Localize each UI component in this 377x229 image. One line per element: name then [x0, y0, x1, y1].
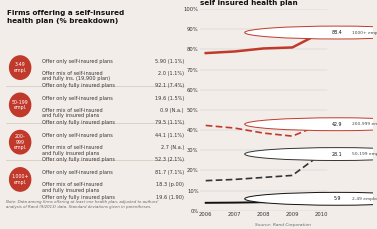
Text: 2.7 (N.a.): 2.7 (N.a.) [161, 145, 184, 150]
Text: Source: Rand Corporation: Source: Rand Corporation [255, 223, 311, 227]
Text: 5.90 (1.1%): 5.90 (1.1%) [155, 59, 184, 63]
Text: 2-49 employees: 2-49 employees [352, 197, 377, 201]
Circle shape [9, 93, 31, 117]
Text: 19.6 (1.5%): 19.6 (1.5%) [155, 96, 184, 101]
Text: Offer only self-insured plans: Offer only self-insured plans [42, 59, 113, 63]
Text: 18.3 (p.00): 18.3 (p.00) [156, 183, 184, 188]
Text: Offer only self-insured plans: Offer only self-insured plans [42, 170, 113, 175]
Text: 42.9: 42.9 [332, 122, 342, 127]
Text: Offer only self-insured plans: Offer only self-insured plans [42, 96, 113, 101]
Text: Offer mix of self-insured
and fully insured plans: Offer mix of self-insured and fully insu… [42, 108, 103, 118]
Text: Offer mix of self-insured
and fully insured plans: Offer mix of self-insured and fully insu… [42, 183, 103, 193]
Circle shape [9, 168, 31, 191]
Text: 5.9: 5.9 [333, 196, 341, 201]
Circle shape [9, 56, 31, 79]
Circle shape [245, 26, 377, 39]
Text: 81.7 (7.1%): 81.7 (7.1%) [155, 170, 184, 175]
Text: Note: Data among firms offering at least one health plan, adjusted to authors'
a: Note: Data among firms offering at least… [6, 200, 158, 209]
Text: Offer mix of self-insured
and fully insured plans: Offer mix of self-insured and fully insu… [42, 145, 103, 155]
Circle shape [245, 192, 377, 205]
Text: 200-999 employees: 200-999 employees [352, 122, 377, 126]
Text: Offer only fully insured plans: Offer only fully insured plans [42, 120, 115, 125]
Text: Offer only self-insured plans: Offer only self-insured plans [42, 133, 113, 138]
Text: 28.1: 28.1 [332, 152, 342, 157]
Text: 0.9 (N.a.): 0.9 (N.a.) [160, 108, 184, 113]
Circle shape [245, 148, 377, 161]
Text: 88.4: 88.4 [332, 30, 342, 35]
Text: 3-49
empl.: 3-49 empl. [14, 62, 27, 73]
Text: 79.5 (1.1%): 79.5 (1.1%) [155, 120, 184, 125]
Text: Offer only fully insured plans: Offer only fully insured plans [42, 195, 115, 199]
Text: 52.3 (2.1%): 52.3 (2.1%) [155, 157, 184, 162]
Circle shape [245, 118, 377, 131]
Text: 44.1 (1.1%): 44.1 (1.1%) [155, 133, 184, 138]
Text: Offer only fully insured plans: Offer only fully insured plans [42, 83, 115, 88]
Text: 1000+ employees: 1000+ employees [352, 30, 377, 35]
Text: Offer mix of self-insured
and fully ins. (19,900 plan): Offer mix of self-insured and fully ins.… [42, 71, 110, 81]
Text: 2.0 (1.1%): 2.0 (1.1%) [158, 71, 184, 76]
Text: 50-199
empl.: 50-199 empl. [12, 100, 29, 110]
Text: Timeline: % of firms offering
self insured health plan: Timeline: % of firms offering self insur… [200, 0, 318, 6]
Text: Firms offering a self-insured
health plan (% breakdown): Firms offering a self-insured health pla… [8, 10, 125, 24]
Circle shape [9, 131, 31, 154]
Text: 1,000+
empl.: 1,000+ empl. [11, 174, 29, 185]
Text: Offer only fully insured plans: Offer only fully insured plans [42, 157, 115, 162]
Text: 19.6 (1.90): 19.6 (1.90) [156, 195, 184, 199]
Text: 200-
999
empl.: 200- 999 empl. [14, 134, 27, 150]
Text: 50-199 employees: 50-199 employees [352, 152, 377, 156]
Text: 92.1 (7.4%): 92.1 (7.4%) [155, 83, 184, 88]
